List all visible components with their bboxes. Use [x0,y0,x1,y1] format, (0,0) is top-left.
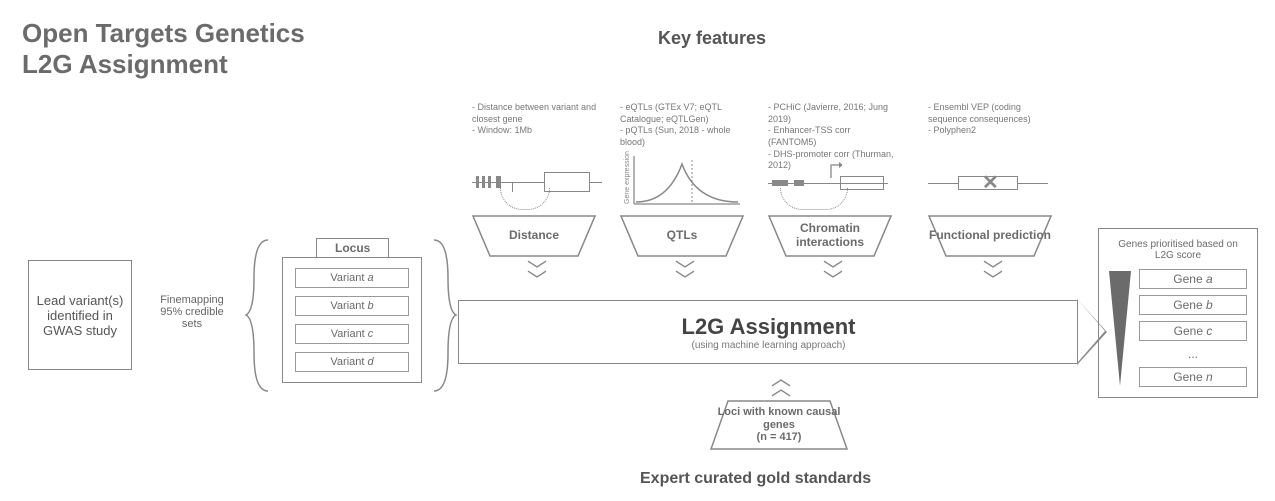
feature-chromatin-label: Chromatin interactions [768,215,892,257]
feature-chromatin-funnel: Chromatin interactions [768,215,892,257]
feature-functional-label: Functional prediction [928,215,1052,257]
feature-distance: - Distance between variant and closest g… [472,102,602,257]
gene-item: Gene c [1139,321,1247,341]
feature-chromatin: - PCHiC (Javierre, 2016; Jung 2019) - En… [768,102,898,257]
qtls-icon: Gene expression [620,150,750,215]
output-box: Genes prioritised based on L2G score Gen… [1098,228,1258,398]
gold-box-text: Loci with known causal genes (n = 417) [710,400,848,450]
locus-label: Locus [316,238,389,257]
lead-variant-box: Lead variant(s) identified in GWAS study [28,260,132,370]
x-icon: ✕ [982,170,999,195]
finemapping-label: Finemapping 95% credible sets [150,294,234,330]
title-line2: L2G Assignment [22,49,228,79]
gene-item: Gene b [1139,295,1247,315]
l2g-title: L2G Assignment [682,314,856,340]
feature-qtls-label: QTLs [620,215,744,257]
feature-qtls: - eQTLs (GTEx V7; eQTL Catalogue; eQTLGe… [620,102,750,257]
key-features-heading: Key features [658,28,766,49]
locus-body: Variant a Variant b Variant c Variant d [282,257,422,383]
feature-functional-desc: - Ensembl VEP (coding sequence consequen… [928,102,1058,150]
feature-qtls-desc: - eQTLs (GTEx V7; eQTL Catalogue; eQTLGe… [620,102,750,150]
l2g-arrow: L2G Assignment (using machine learning a… [458,300,1078,364]
l2g-subtitle: (using machine learning approach) [692,340,846,351]
feature-functional: - Ensembl VEP (coding sequence consequen… [928,102,1058,257]
gene-item: Gene a [1139,269,1247,289]
chevron-up-icon: ︿︿ [771,374,787,394]
triangle-icon [1109,271,1131,386]
feature-distance-label: Distance [472,215,596,257]
variant-row: Variant c [295,324,409,344]
chevron-down-icon: ﹀﹀ [823,266,839,286]
chevron-down-icon: ﹀﹀ [675,266,691,286]
finemapping-text: Finemapping 95% credible sets [160,294,224,330]
gene-item: Gene n [1139,367,1247,387]
gene-ellipsis: ... [1139,347,1247,361]
title-line1: Open Targets Genetics [22,18,305,48]
brace-right [428,238,458,398]
chromatin-icon [768,150,898,215]
variant-row: Variant a [295,268,409,288]
chevron-down-icon: ﹀﹀ [527,266,543,286]
brace-left [244,238,274,398]
locus-box: Locus Variant a Variant b Variant c Vari… [282,238,422,383]
gold-standards-heading: Expert curated gold standards [640,470,871,488]
gold-standards-box: Loci with known causal genes (n = 417) [710,400,848,450]
feature-chromatin-desc: - PCHiC (Javierre, 2016; Jung 2019) - En… [768,102,898,150]
feature-qtls-funnel: QTLs [620,215,744,257]
output-header: Genes prioritised based on L2G score [1109,239,1247,261]
distance-icon [472,150,602,215]
lead-variant-text: Lead variant(s) identified in GWAS study [35,293,125,338]
page-title: Open Targets Genetics L2G Assignment [22,18,305,80]
feature-distance-desc: - Distance between variant and closest g… [472,102,602,150]
variant-row: Variant d [295,352,409,372]
gene-list: Gene a Gene b Gene c ... Gene n [1139,269,1247,387]
feature-distance-funnel: Distance [472,215,596,257]
variant-row: Variant b [295,296,409,316]
functional-icon: ✕ [928,150,1058,215]
feature-functional-funnel: Functional prediction [928,215,1052,257]
chevron-down-icon: ﹀﹀ [983,266,999,286]
